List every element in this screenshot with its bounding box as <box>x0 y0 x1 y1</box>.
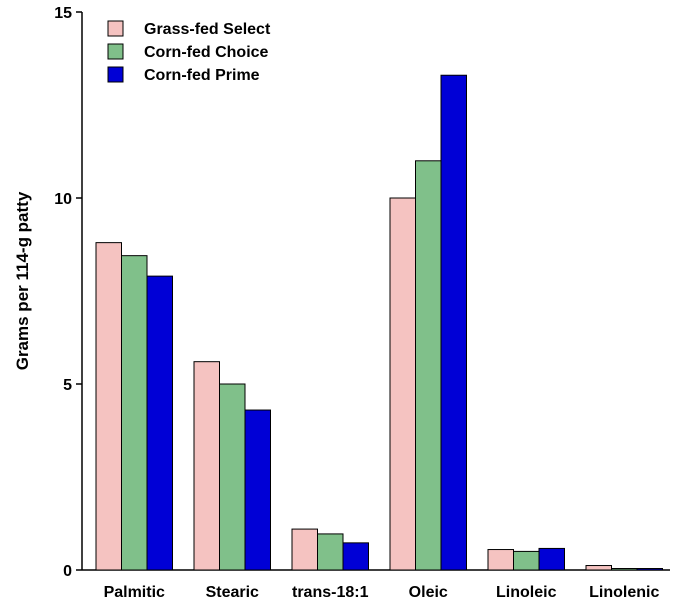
bar-palmitic-grass-fed-select <box>95 242 122 571</box>
bars-group <box>95 74 663 571</box>
y-tick-label: 10 <box>54 191 72 208</box>
bar-linolenic-corn-fed-prime <box>636 568 663 571</box>
bar-stearic-grass-fed-select <box>193 361 220 571</box>
x-category-label: Oleic <box>409 584 448 601</box>
bar-trans-18-1-grass-fed-select <box>291 528 318 571</box>
x-category-label: trans-18:1 <box>292 584 369 601</box>
legend-swatch <box>107 43 124 60</box>
plot-frame <box>81 12 670 571</box>
x-category-label: Palmitic <box>104 584 165 601</box>
bar-oleic-corn-fed-choice <box>415 160 442 571</box>
bar-linoleic-corn-fed-prime <box>538 547 565 571</box>
bar-stearic-corn-fed-choice <box>219 383 246 571</box>
bar-linolenic-corn-fed-choice <box>611 568 638 571</box>
bar-linolenic-grass-fed-select <box>585 565 612 571</box>
y-tick-label: 5 <box>63 377 72 394</box>
bar-palmitic-corn-fed-prime <box>146 275 173 571</box>
legend: Grass-fed Select Corn-fed Choice Corn-fed … <box>107 20 271 84</box>
x-category-label: Stearic <box>206 584 259 601</box>
x-category-label: Linoleic <box>496 584 557 601</box>
legend-label: Grass-fed Select <box>144 21 271 38</box>
y-axis-ticks: 0 5 10 15 <box>54 5 82 580</box>
legend-label: Corn-fed Choice <box>144 44 269 61</box>
bar-oleic-grass-fed-select <box>389 197 416 571</box>
bar-palmitic-corn-fed-choice <box>121 255 148 571</box>
bar-trans-18-1-corn-fed-prime <box>342 542 369 571</box>
bar-linoleic-corn-fed-choice <box>513 550 540 571</box>
y-tick-label: 15 <box>54 5 72 22</box>
y-axis-title: Grams per 114-g patty <box>13 191 32 370</box>
legend-swatch <box>107 66 124 83</box>
x-category-label: Linolenic <box>589 584 659 601</box>
x-axis-labels: Palmitic Stearic trans-18:1 Oleic Linoleic Li… <box>104 584 660 601</box>
legend-label: Corn-fed Prime <box>144 67 260 84</box>
bar-oleic-corn-fed-prime <box>440 74 467 571</box>
bar-stearic-corn-fed-prime <box>244 409 271 571</box>
bar-linoleic-grass-fed-select <box>487 549 514 571</box>
y-tick-label: 0 <box>63 563 72 580</box>
legend-swatch <box>107 20 124 37</box>
bar-trans-18-1-corn-fed-choice <box>317 533 344 571</box>
